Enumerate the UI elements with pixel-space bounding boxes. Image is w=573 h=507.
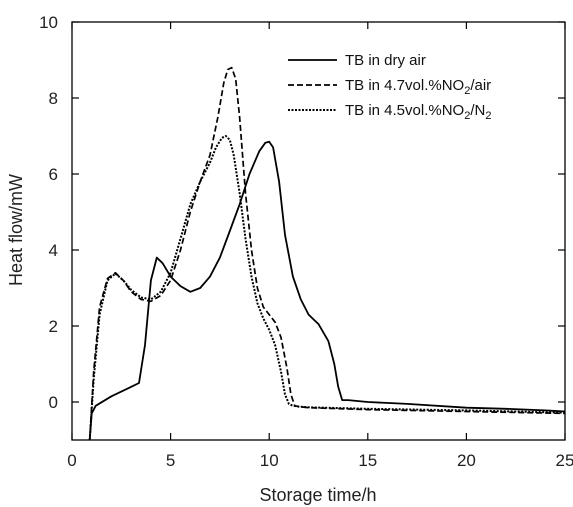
y-tick-label: 4 <box>49 241 58 260</box>
x-tick-label: 0 <box>67 451 76 470</box>
y-tick-label: 6 <box>49 165 58 184</box>
plot-area <box>71 21 566 441</box>
series-layer <box>88 66 566 441</box>
y-axis-title: Heat flow/mW <box>6 174 26 286</box>
y-tick-label: 0 <box>49 393 58 412</box>
x-axis-title: Storage time/h <box>259 485 376 505</box>
series-line-2 <box>88 66 566 441</box>
series-line-3 <box>88 135 566 441</box>
legend: TB in dry air TB in 4.7vol.%NO2/air TB in … <box>288 52 491 122</box>
x-tick-label: 10 <box>260 451 279 470</box>
x-tick-label: 20 <box>457 451 476 470</box>
y-tick-label: 10 <box>39 13 58 32</box>
x-tick-label: 15 <box>358 451 377 470</box>
y-tick-label: 8 <box>49 89 58 108</box>
series-line-1 <box>88 140 566 441</box>
legend-label-1: TB in dry air <box>345 52 426 69</box>
legend-label-3: TB in 4.5vol.%NO2/N2 <box>345 102 491 122</box>
legend-label-2: TB in 4.7vol.%NO2/air <box>345 77 491 97</box>
x-tick-label: 25 <box>556 451 573 470</box>
plot-frame <box>71 21 566 441</box>
y-tick-label: 2 <box>49 317 58 336</box>
axes-layer: 0 5 10 15 20 25 0 2 4 6 8 10 <box>39 13 573 470</box>
x-tick-label: 5 <box>166 451 175 470</box>
